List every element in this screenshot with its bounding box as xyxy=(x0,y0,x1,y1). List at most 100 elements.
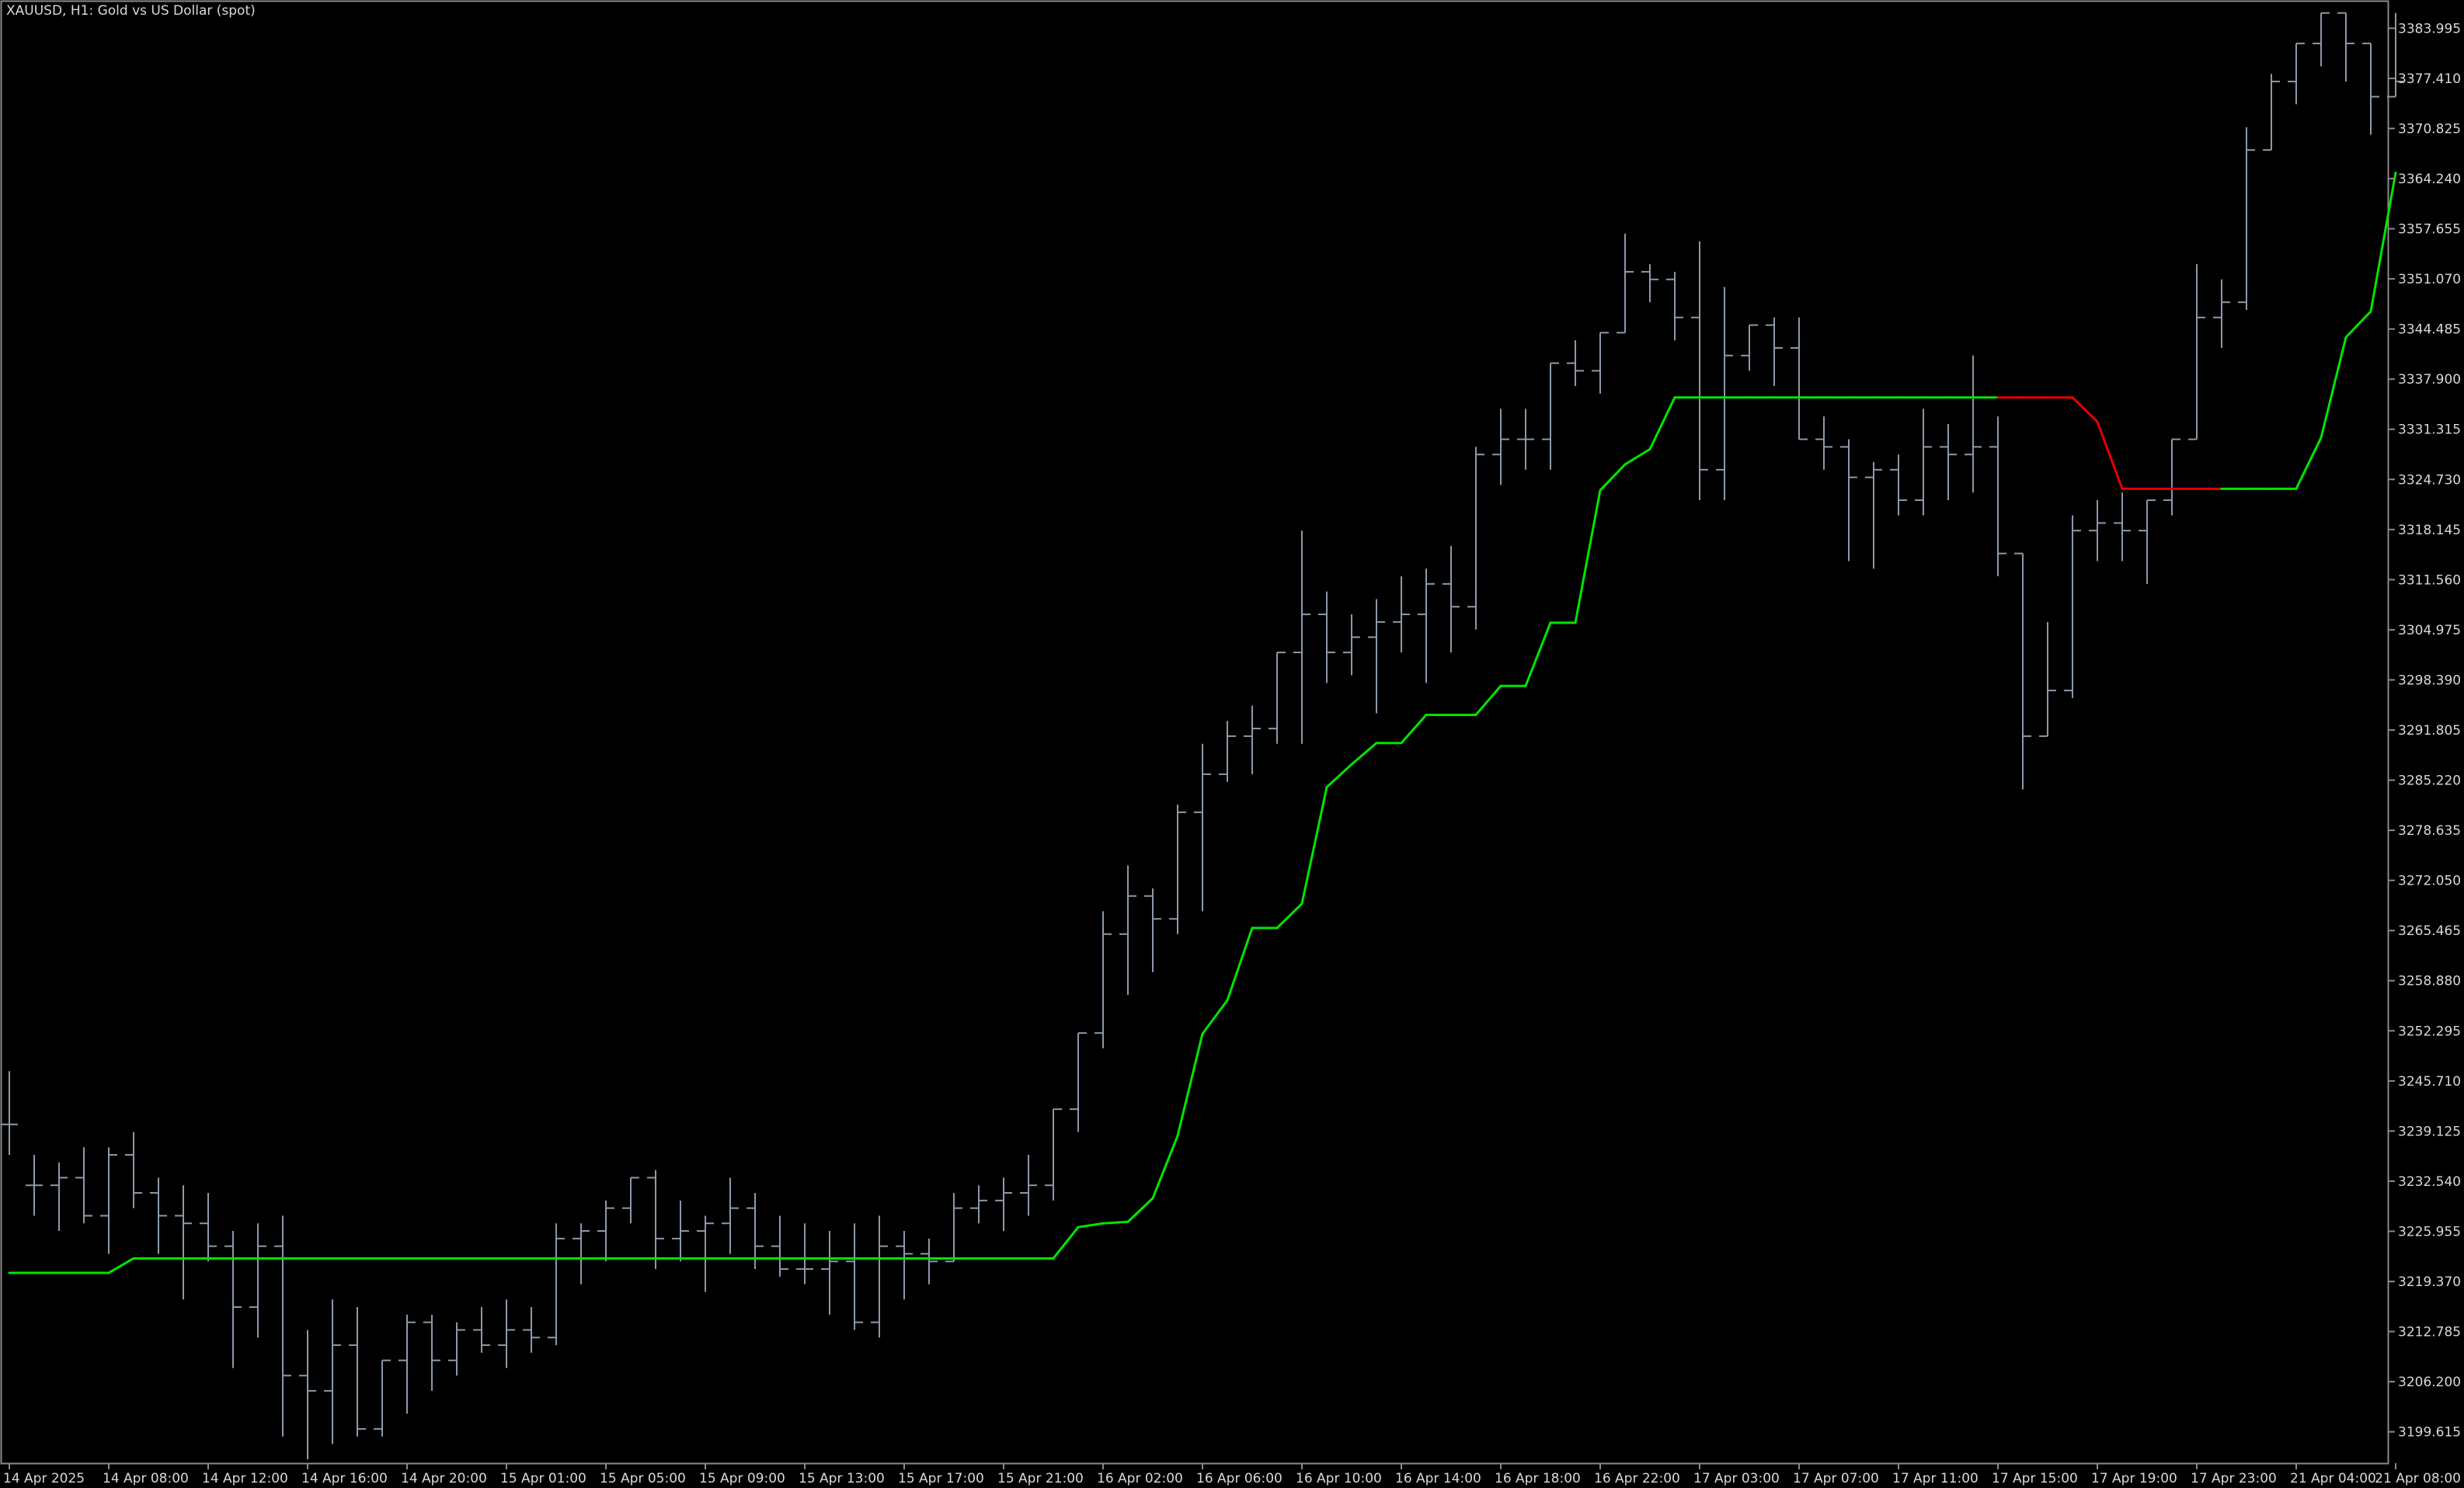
ohlc-bar xyxy=(2014,552,2031,790)
ohlc-bar xyxy=(2089,500,2106,561)
ohlc-bar xyxy=(1691,241,1708,501)
ohlc-bar xyxy=(100,1147,117,1254)
ohlc-bar xyxy=(2337,12,2354,82)
ohlc-bar xyxy=(1965,355,1982,493)
ohlc-bar xyxy=(1741,324,1758,371)
time-tick-label: 17 Apr 15:00 xyxy=(1992,1471,2078,1486)
ohlc-bar xyxy=(970,1185,987,1224)
time-tick-label: 14 Apr 12:00 xyxy=(202,1471,288,1486)
ohlc-bar xyxy=(697,1215,714,1292)
indicator-segment xyxy=(1226,927,1254,1002)
ohlc-bar xyxy=(548,1223,565,1346)
ohlc-bar xyxy=(1244,705,1261,774)
ohlc-bar xyxy=(1418,568,1435,683)
ohlc-bar xyxy=(1070,1032,1087,1132)
indicator-segment xyxy=(1126,1197,1154,1223)
price-tick-label: 3291.805 xyxy=(2398,723,2461,739)
ohlc-bar xyxy=(1343,614,1360,676)
ohlc-bar xyxy=(1989,416,2006,577)
ohlc-bar xyxy=(821,1231,838,1315)
price-tick-label: 3351.070 xyxy=(2398,272,2461,287)
time-tick-label: 15 Apr 01:00 xyxy=(500,1471,586,1486)
ohlc-bar xyxy=(2039,621,2056,737)
indicator-segment xyxy=(2295,436,2323,490)
time-tick-label: 16 Apr 22:00 xyxy=(1594,1471,1680,1486)
time-tick-label: 14 Apr 16:00 xyxy=(301,1471,388,1486)
ohlc-bar xyxy=(150,1177,167,1254)
ohlc-bar xyxy=(224,1231,242,1368)
ohlc-bar xyxy=(423,1314,440,1391)
ohlc-bar xyxy=(498,1299,515,1368)
ohlc-bar xyxy=(1269,652,1286,744)
time-tick-label: 17 Apr 07:00 xyxy=(1793,1471,1879,1486)
ohlc-bar xyxy=(597,1200,614,1262)
ohlc-bar xyxy=(1169,805,1186,934)
ohlc-bar xyxy=(647,1170,664,1270)
ohlc-bar xyxy=(2362,42,2379,135)
time-tick-label: 15 Apr 13:00 xyxy=(799,1471,885,1486)
ohlc-bar xyxy=(1492,409,1509,485)
indicator-segment xyxy=(107,1257,135,1274)
price-tick-label: 3252.295 xyxy=(2398,1024,2461,1039)
price-tick-label: 3285.220 xyxy=(2398,774,2461,789)
indicator-segment xyxy=(1201,999,1229,1035)
indicator-segment xyxy=(1574,488,1602,624)
price-tick-label: 3225.955 xyxy=(2398,1224,2461,1239)
ohlc-bar xyxy=(1592,332,1609,394)
ohlc-bar xyxy=(796,1223,813,1285)
price-tick-label: 3298.390 xyxy=(2398,673,2461,688)
price-tick-label: 3318.145 xyxy=(2398,523,2461,538)
ohlc-bar xyxy=(125,1132,142,1208)
indicator-segment xyxy=(1151,1135,1179,1200)
ohlc-bar xyxy=(26,1155,43,1216)
price-tick-label: 3232.540 xyxy=(2398,1174,2461,1190)
ohlc-bar xyxy=(2313,12,2330,67)
ohlc-bar xyxy=(1791,317,1808,440)
indicator-segment xyxy=(2096,420,2124,490)
ohlc-bar xyxy=(1144,888,1161,972)
price-tick-label: 3377.410 xyxy=(2398,71,2461,87)
ohlc-bar xyxy=(1815,416,1832,470)
ohlc-bar xyxy=(1915,409,1932,516)
ohlc-bar xyxy=(896,1231,913,1300)
time-tick-label: 16 Apr 10:00 xyxy=(1296,1471,1382,1486)
indicator-segment xyxy=(1052,1226,1080,1260)
ohlc-bar xyxy=(995,1177,1012,1232)
time-tick-label: 17 Apr 23:00 xyxy=(2191,1471,2277,1486)
time-tick-label: 16 Apr 18:00 xyxy=(1495,1471,1581,1486)
time-tick-label: 21 Apr 08:00 xyxy=(2375,1471,2461,1486)
price-tick-label: 3364.240 xyxy=(2398,172,2461,187)
indicator-segment xyxy=(1400,713,1428,745)
ohlc-bar xyxy=(921,1238,938,1285)
ohlc-bar xyxy=(1119,865,1136,996)
indicator-segment xyxy=(1350,742,1378,766)
time-tick-label: 17 Apr 03:00 xyxy=(1693,1471,1780,1486)
indicator-segment xyxy=(2344,310,2372,339)
ohlc-bar xyxy=(200,1193,217,1262)
ohlc-bar xyxy=(1368,599,1385,714)
price-tick-label: 3344.485 xyxy=(2398,322,2461,338)
indicator-segment xyxy=(1599,463,1627,492)
ohlc-bar xyxy=(945,1193,962,1263)
price-tick-label: 3199.615 xyxy=(2398,1425,2461,1441)
ohlc-bar xyxy=(1666,271,1683,341)
ohlc-bar xyxy=(1716,287,1733,501)
indicator-segment xyxy=(1474,684,1502,716)
price-tick-label: 3383.995 xyxy=(2398,21,2461,37)
time-tick-label: 15 Apr 05:00 xyxy=(600,1471,686,1486)
ohlc-bar xyxy=(871,1215,888,1338)
ohlc-bar xyxy=(771,1215,788,1277)
ohlc-bar xyxy=(75,1147,92,1224)
ohlc-bar xyxy=(1617,233,1634,334)
indicator-segment xyxy=(1300,786,1328,906)
ohlc-bar xyxy=(722,1177,739,1254)
ohlc-bar xyxy=(299,1330,316,1460)
ohlc-bar xyxy=(1766,317,1783,387)
ohlc-bar xyxy=(398,1314,416,1414)
ohlc-bar xyxy=(1940,424,1957,501)
indicator-segment xyxy=(2320,335,2347,440)
ohlc-bar xyxy=(324,1299,341,1445)
price-tick-label: 3265.465 xyxy=(2398,923,2461,939)
ohlc-bar xyxy=(2064,515,2081,698)
